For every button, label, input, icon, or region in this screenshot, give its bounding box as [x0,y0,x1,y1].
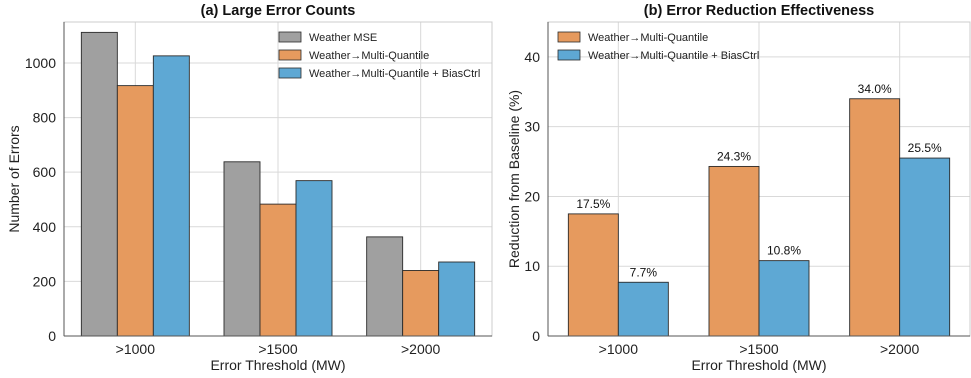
x-tick-label: >2000 [880,341,920,357]
bar [758,260,810,337]
legend-swatch [557,49,581,61]
legend-label: Weather→Multi-Quantile + BiasCtrl [309,68,480,80]
chart-panel-b: 17.5% 24.3% 34.0% 7.7% 10.8% 25.5% 0 10 20 30 40 >1… [506,3,971,373]
y-tick-label: 30 [524,119,540,135]
x-axis-label: Error Threshold (MW) [210,357,345,373]
bar [366,236,404,337]
x-tick-label: >1500 [258,341,298,357]
legend: Weather MSE Weather→Multi-Quantile Weather… [278,31,480,80]
bar [402,270,440,337]
legend-swatch [278,67,302,79]
bar [438,261,476,337]
legend-label: Weather→Multi-Quantile [588,32,708,44]
bar [259,203,297,337]
bar [567,213,619,337]
legend-swatch [278,49,302,61]
legend: Weather→Multi-Quantile Weather→Multi-Quan… [557,31,759,62]
x-tick-label: >2000 [401,341,441,357]
x-tick-label: >1500 [739,341,779,357]
bar [708,165,760,337]
data-label: 10.8% [767,244,801,258]
legend-label: Weather→Multi-Quantile [309,50,429,62]
x-tick-label: >1000 [116,341,156,357]
bar [295,180,333,337]
legend-swatch [557,31,581,43]
chart-panel-a: 0 200 400 600 800 1000 >1000 >1500 >2000 (a) Larg… [6,3,493,373]
data-label: 34.0% [858,82,892,96]
data-label: 24.3% [717,149,751,163]
legend-label: Weather MSE [309,32,377,44]
y-tick-label: 400 [33,219,57,235]
y-tick-label: 200 [33,273,57,289]
data-label: 25.5% [908,141,942,155]
y-tick-label: 0 [48,328,56,344]
x-tick-label: >1000 [599,341,639,357]
y-tick-label: 0 [532,328,540,344]
y-axis-label: Number of Errors [6,125,22,232]
y-tick-label: 800 [33,110,57,126]
legend-label: Weather→Multi-Quantile + BiasCtrl [588,50,759,62]
data-label: 17.5% [576,197,610,211]
bar [80,31,118,337]
y-axis-label: Reduction from Baseline (%) [506,90,522,268]
y-tick-label: 20 [524,188,540,204]
chart-title: (a) Large Error Counts [201,3,356,19]
bar [899,157,951,337]
legend-swatch [278,31,302,43]
y-tick-label: 10 [524,258,540,274]
y-tick-label: 40 [524,49,540,65]
data-label: 7.7% [630,265,658,279]
bar [223,161,261,337]
chart-title: (b) Error Reduction Effectiveness [644,3,874,19]
bar [617,281,669,337]
bar [152,55,190,337]
y-tick-label: 600 [33,164,57,180]
x-axis-label: Error Threshold (MW) [691,357,826,373]
bar [849,98,901,337]
y-tick-label: 1000 [25,55,56,71]
bar [116,85,154,337]
